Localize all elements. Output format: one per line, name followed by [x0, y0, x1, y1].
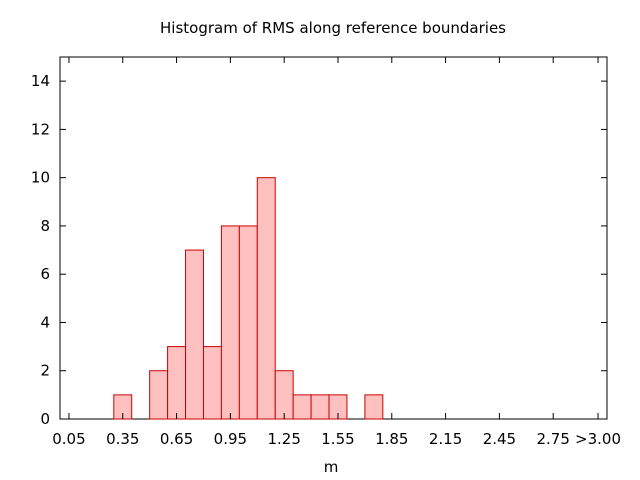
x-tick-label: 0.95	[214, 430, 247, 448]
x-tick-label: 0.05	[52, 430, 85, 448]
histogram-bar-3	[185, 249, 204, 420]
y-tick-label: 0	[40, 410, 50, 428]
x-tick-label: 1.25	[267, 430, 300, 448]
histogram-bar-6	[238, 225, 258, 420]
y-tick-label: 2	[40, 362, 50, 380]
y-tick-label: 8	[40, 217, 50, 235]
histogram-bar-12	[364, 394, 384, 420]
x-tick-label: 1.55	[321, 430, 354, 448]
histogram-bar-9	[292, 394, 312, 420]
histogram-bar-8	[274, 370, 294, 420]
x-tick-label: 2.75	[536, 430, 569, 448]
x-tick-label: 2.15	[429, 430, 462, 448]
histogram-bar-2	[167, 346, 187, 420]
x-tick-label: 1.85	[375, 430, 408, 448]
y-tick-label: 14	[31, 72, 50, 90]
bars-group	[113, 177, 384, 420]
x-axis-label: m	[324, 458, 339, 476]
x-axis: 0.05 0.35 0.65 0.95 1.25 1.55 1.85 2.15 2.45 2.75…	[52, 57, 621, 448]
x-tick-label: 2.45	[483, 430, 516, 448]
y-tick-label: 6	[40, 265, 50, 283]
x-tick-label: >3.00	[575, 430, 621, 448]
histogram-bar-4	[202, 346, 222, 420]
x-tick-label: 0.35	[106, 430, 139, 448]
y-tick-label: 12	[31, 120, 50, 138]
x-tick-label: 0.65	[160, 430, 193, 448]
histogram-bar-5	[220, 225, 240, 420]
histogram-bar-1	[149, 370, 169, 420]
chart-title: Histogram of RMS along reference boundar…	[160, 19, 506, 37]
y-axis: 0 2 4 6 8 10 12 14	[31, 72, 607, 428]
y-tick-label: 4	[40, 313, 50, 331]
plot-frame	[59, 56, 608, 420]
histogram-bar-10	[310, 394, 330, 420]
y-tick-label: 10	[31, 169, 50, 187]
histogram-bar-7	[256, 177, 276, 420]
